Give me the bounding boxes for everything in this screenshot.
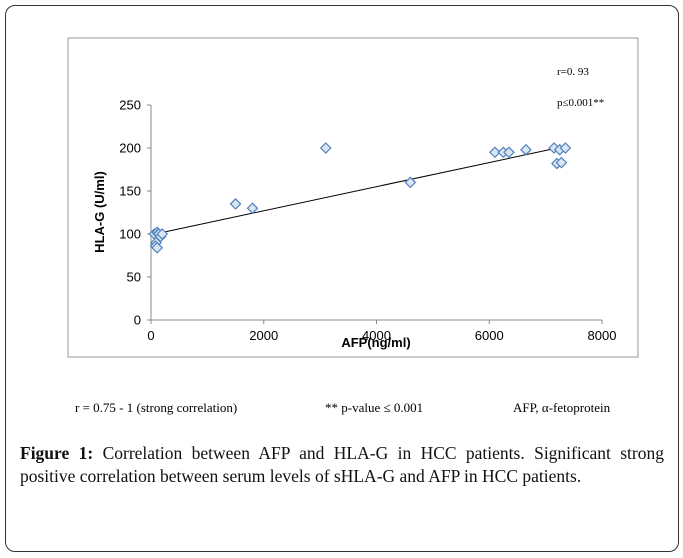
x-tick-label: 0 — [147, 328, 154, 343]
point — [555, 156, 568, 169]
y-tick-label: 200 — [119, 141, 141, 156]
point — [156, 228, 169, 240]
y-tick-label: 0 — [134, 313, 141, 328]
x-tick-label: 6000 — [475, 328, 504, 343]
footnote: AFP, α-fetoprotein — [513, 400, 611, 415]
x-tick-label: 2000 — [249, 328, 278, 343]
trendline — [150, 145, 566, 236]
y-axis-title: HLA-G (U/ml) — [92, 171, 107, 253]
x-tick-label: 8000 — [588, 328, 617, 343]
y-tick-label: 100 — [119, 227, 141, 242]
point — [404, 176, 417, 189]
footnote: r = 0.75 - 1 (strong correlation) — [75, 400, 237, 415]
point — [559, 142, 572, 154]
caption: Figure 1: Correlation between AFP and HL… — [20, 442, 664, 488]
point — [503, 146, 515, 159]
x-tick-label: 4000 — [362, 328, 391, 343]
chart: AFP(ng/ml) HLA-G (U/ml) r=0. 93 p≤0.001*… — [67, 37, 639, 415]
caption-text: Correlation between AFP and HLA-G in HCC… — [20, 443, 664, 486]
annotation: r=0. 93 — [557, 66, 589, 78]
point — [319, 142, 332, 154]
y-tick-label: 150 — [119, 184, 141, 199]
y-tick-label: 50 — [127, 270, 141, 285]
y-tick-label: 250 — [119, 98, 141, 113]
annotation: p≤0.001** — [557, 97, 604, 109]
caption-label: Figure 1: — [20, 443, 94, 463]
point — [520, 143, 532, 156]
figure-frame — [5, 5, 679, 552]
point — [246, 202, 259, 215]
chart-area — [67, 37, 639, 358]
point — [151, 241, 164, 254]
x-axis-title: AFP(ng/ml) — [341, 335, 410, 350]
point — [229, 198, 242, 210]
point — [489, 146, 501, 159]
footnote: ** p-value ≤ 0.001 — [325, 400, 423, 415]
